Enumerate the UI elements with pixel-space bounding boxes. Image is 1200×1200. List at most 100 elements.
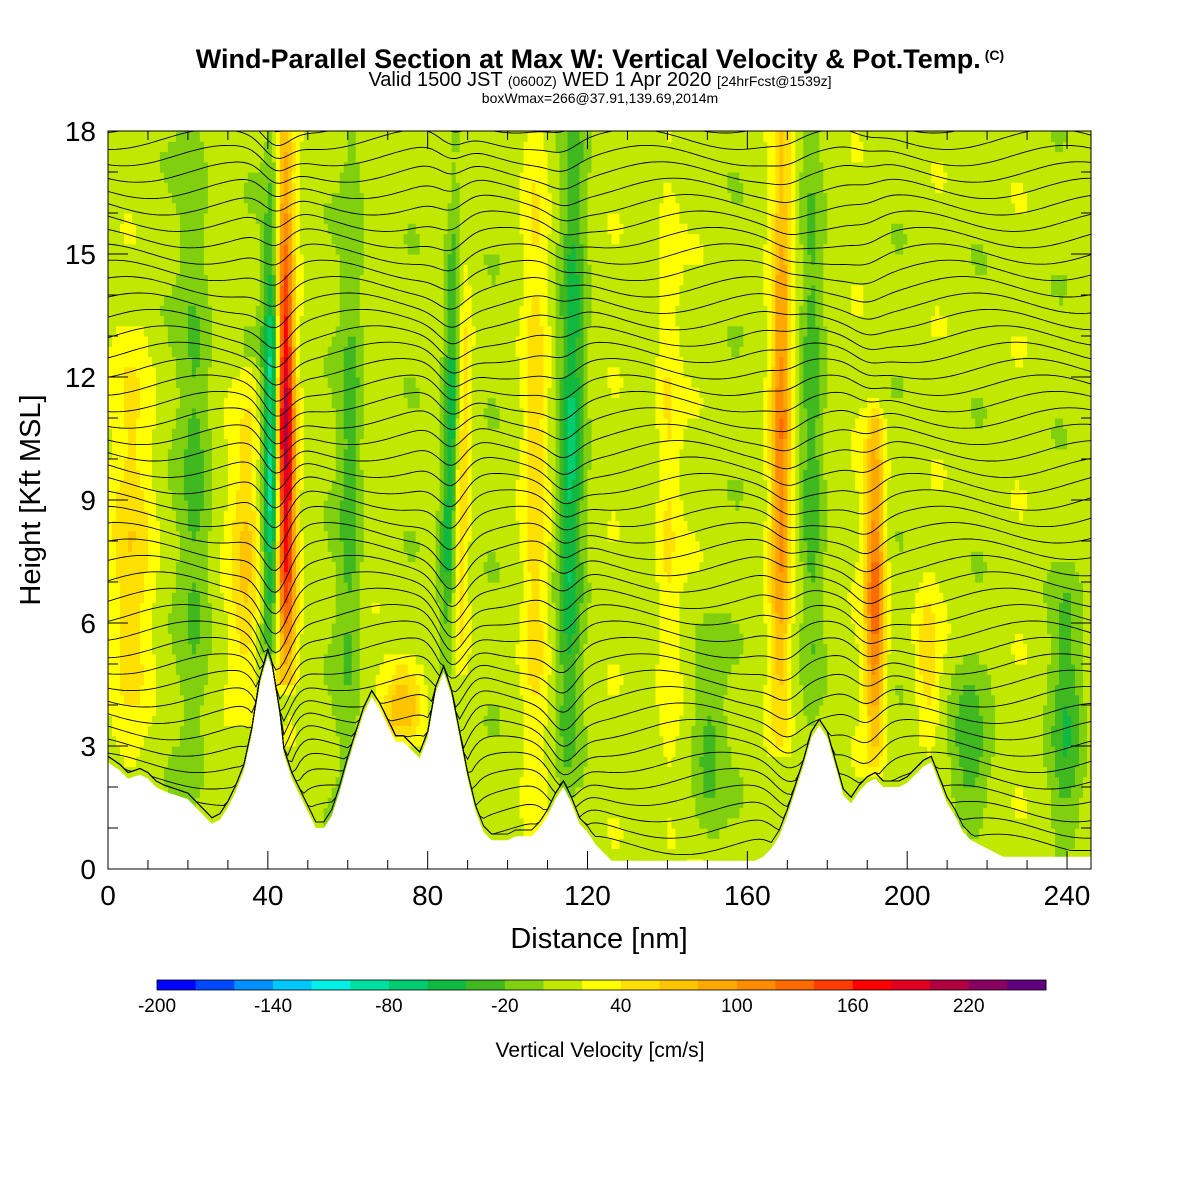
velocity-cell — [259, 561, 265, 573]
velocity-cell — [323, 161, 329, 173]
velocity-cell — [359, 469, 365, 481]
velocity-cell — [255, 407, 261, 419]
velocity-cell — [355, 623, 361, 634]
velocity-cell — [235, 735, 241, 747]
velocity-cell — [251, 151, 257, 163]
velocity-cell — [119, 182, 125, 194]
velocity-cell — [251, 295, 257, 306]
velocity-cell — [371, 264, 377, 276]
velocity-cell — [259, 161, 265, 173]
velocity-cell — [135, 602, 141, 614]
velocity-cell — [319, 243, 325, 255]
velocity-cell — [108, 141, 113, 153]
velocity-cell — [187, 684, 193, 696]
velocity-cell — [311, 489, 317, 501]
velocity-cell — [355, 684, 361, 696]
velocity-cell — [112, 315, 117, 327]
velocity-cell — [151, 735, 157, 747]
velocity-cell — [119, 766, 125, 778]
velocity-cell — [343, 438, 349, 450]
velocity-cell — [131, 643, 137, 655]
velocity-cell — [207, 797, 213, 809]
velocity-cell — [127, 223, 133, 235]
velocity-cell — [235, 756, 241, 768]
velocity-cell — [147, 541, 153, 552]
velocity-cell — [259, 448, 265, 460]
velocity-cell — [135, 561, 141, 573]
velocity-cell — [108, 541, 113, 552]
velocity-cell — [299, 264, 305, 276]
velocity-cell — [343, 387, 349, 399]
velocity-cell — [163, 694, 169, 706]
velocity-cell — [271, 366, 277, 378]
velocity-cell — [367, 284, 373, 296]
velocity-cell — [351, 254, 357, 265]
velocity-cell — [311, 151, 317, 163]
velocity-cell — [199, 202, 205, 214]
velocity-cell — [175, 602, 181, 614]
velocity-cell — [147, 223, 153, 235]
velocity-cell — [139, 694, 145, 706]
velocity-cell — [211, 612, 217, 624]
velocity-cell — [247, 674, 253, 686]
velocity-cell — [371, 336, 377, 347]
velocity-cell — [239, 643, 245, 655]
velocity-cell — [303, 202, 309, 214]
velocity-cell — [179, 366, 185, 378]
velocity-cell — [151, 387, 157, 399]
velocity-cell — [299, 571, 305, 583]
velocity-cell — [243, 418, 249, 429]
velocity-cell — [363, 202, 369, 214]
velocity-cell — [379, 653, 385, 665]
velocity-cell — [291, 315, 297, 327]
velocity-cell — [315, 541, 321, 552]
velocity-cell — [379, 264, 385, 276]
velocity-cell — [383, 674, 389, 686]
velocity-cell — [135, 746, 141, 757]
velocity-cell — [363, 366, 369, 378]
velocity-cell — [127, 582, 133, 593]
velocity-cell — [295, 459, 301, 470]
velocity-cell — [355, 694, 361, 706]
velocity-cell — [235, 284, 241, 296]
velocity-cell — [347, 264, 353, 276]
velocity-cell — [143, 643, 149, 655]
velocity-cell — [155, 274, 161, 286]
velocity-cell — [315, 284, 321, 296]
velocity-cell — [119, 346, 125, 358]
velocity-cell — [115, 541, 121, 552]
velocity-cell — [191, 428, 197, 440]
velocity-cell — [187, 735, 193, 747]
velocity-cell — [319, 141, 325, 153]
velocity-cell — [135, 489, 141, 501]
velocity-cell — [271, 202, 277, 214]
velocity-cell — [139, 643, 145, 655]
velocity-cell — [151, 571, 157, 583]
velocity-cell — [343, 592, 349, 604]
velocity-cell — [211, 571, 217, 583]
velocity-cell — [211, 131, 217, 142]
velocity-cell — [159, 182, 165, 194]
velocity-cell — [367, 510, 373, 522]
velocity-cell — [199, 377, 205, 388]
velocity-cell — [131, 459, 137, 470]
velocity-cell — [343, 172, 349, 183]
velocity-cell — [187, 469, 193, 481]
velocity-cell — [311, 407, 317, 419]
velocity-cell — [112, 377, 117, 388]
velocity-cell — [295, 161, 301, 173]
velocity-cell — [119, 592, 125, 604]
velocity-cell — [371, 520, 377, 532]
velocity-cell — [108, 510, 113, 522]
velocity-cell — [299, 643, 305, 655]
velocity-cell — [108, 715, 113, 727]
velocity-cell — [139, 131, 145, 142]
velocity-cell — [179, 243, 185, 255]
velocity-cell — [355, 213, 361, 224]
velocity-cell — [131, 489, 137, 501]
velocity-cell — [215, 571, 221, 583]
velocity-cell — [327, 479, 333, 491]
velocity-cell — [112, 459, 117, 470]
velocity-cell — [375, 633, 381, 645]
velocity-cell — [275, 284, 281, 296]
